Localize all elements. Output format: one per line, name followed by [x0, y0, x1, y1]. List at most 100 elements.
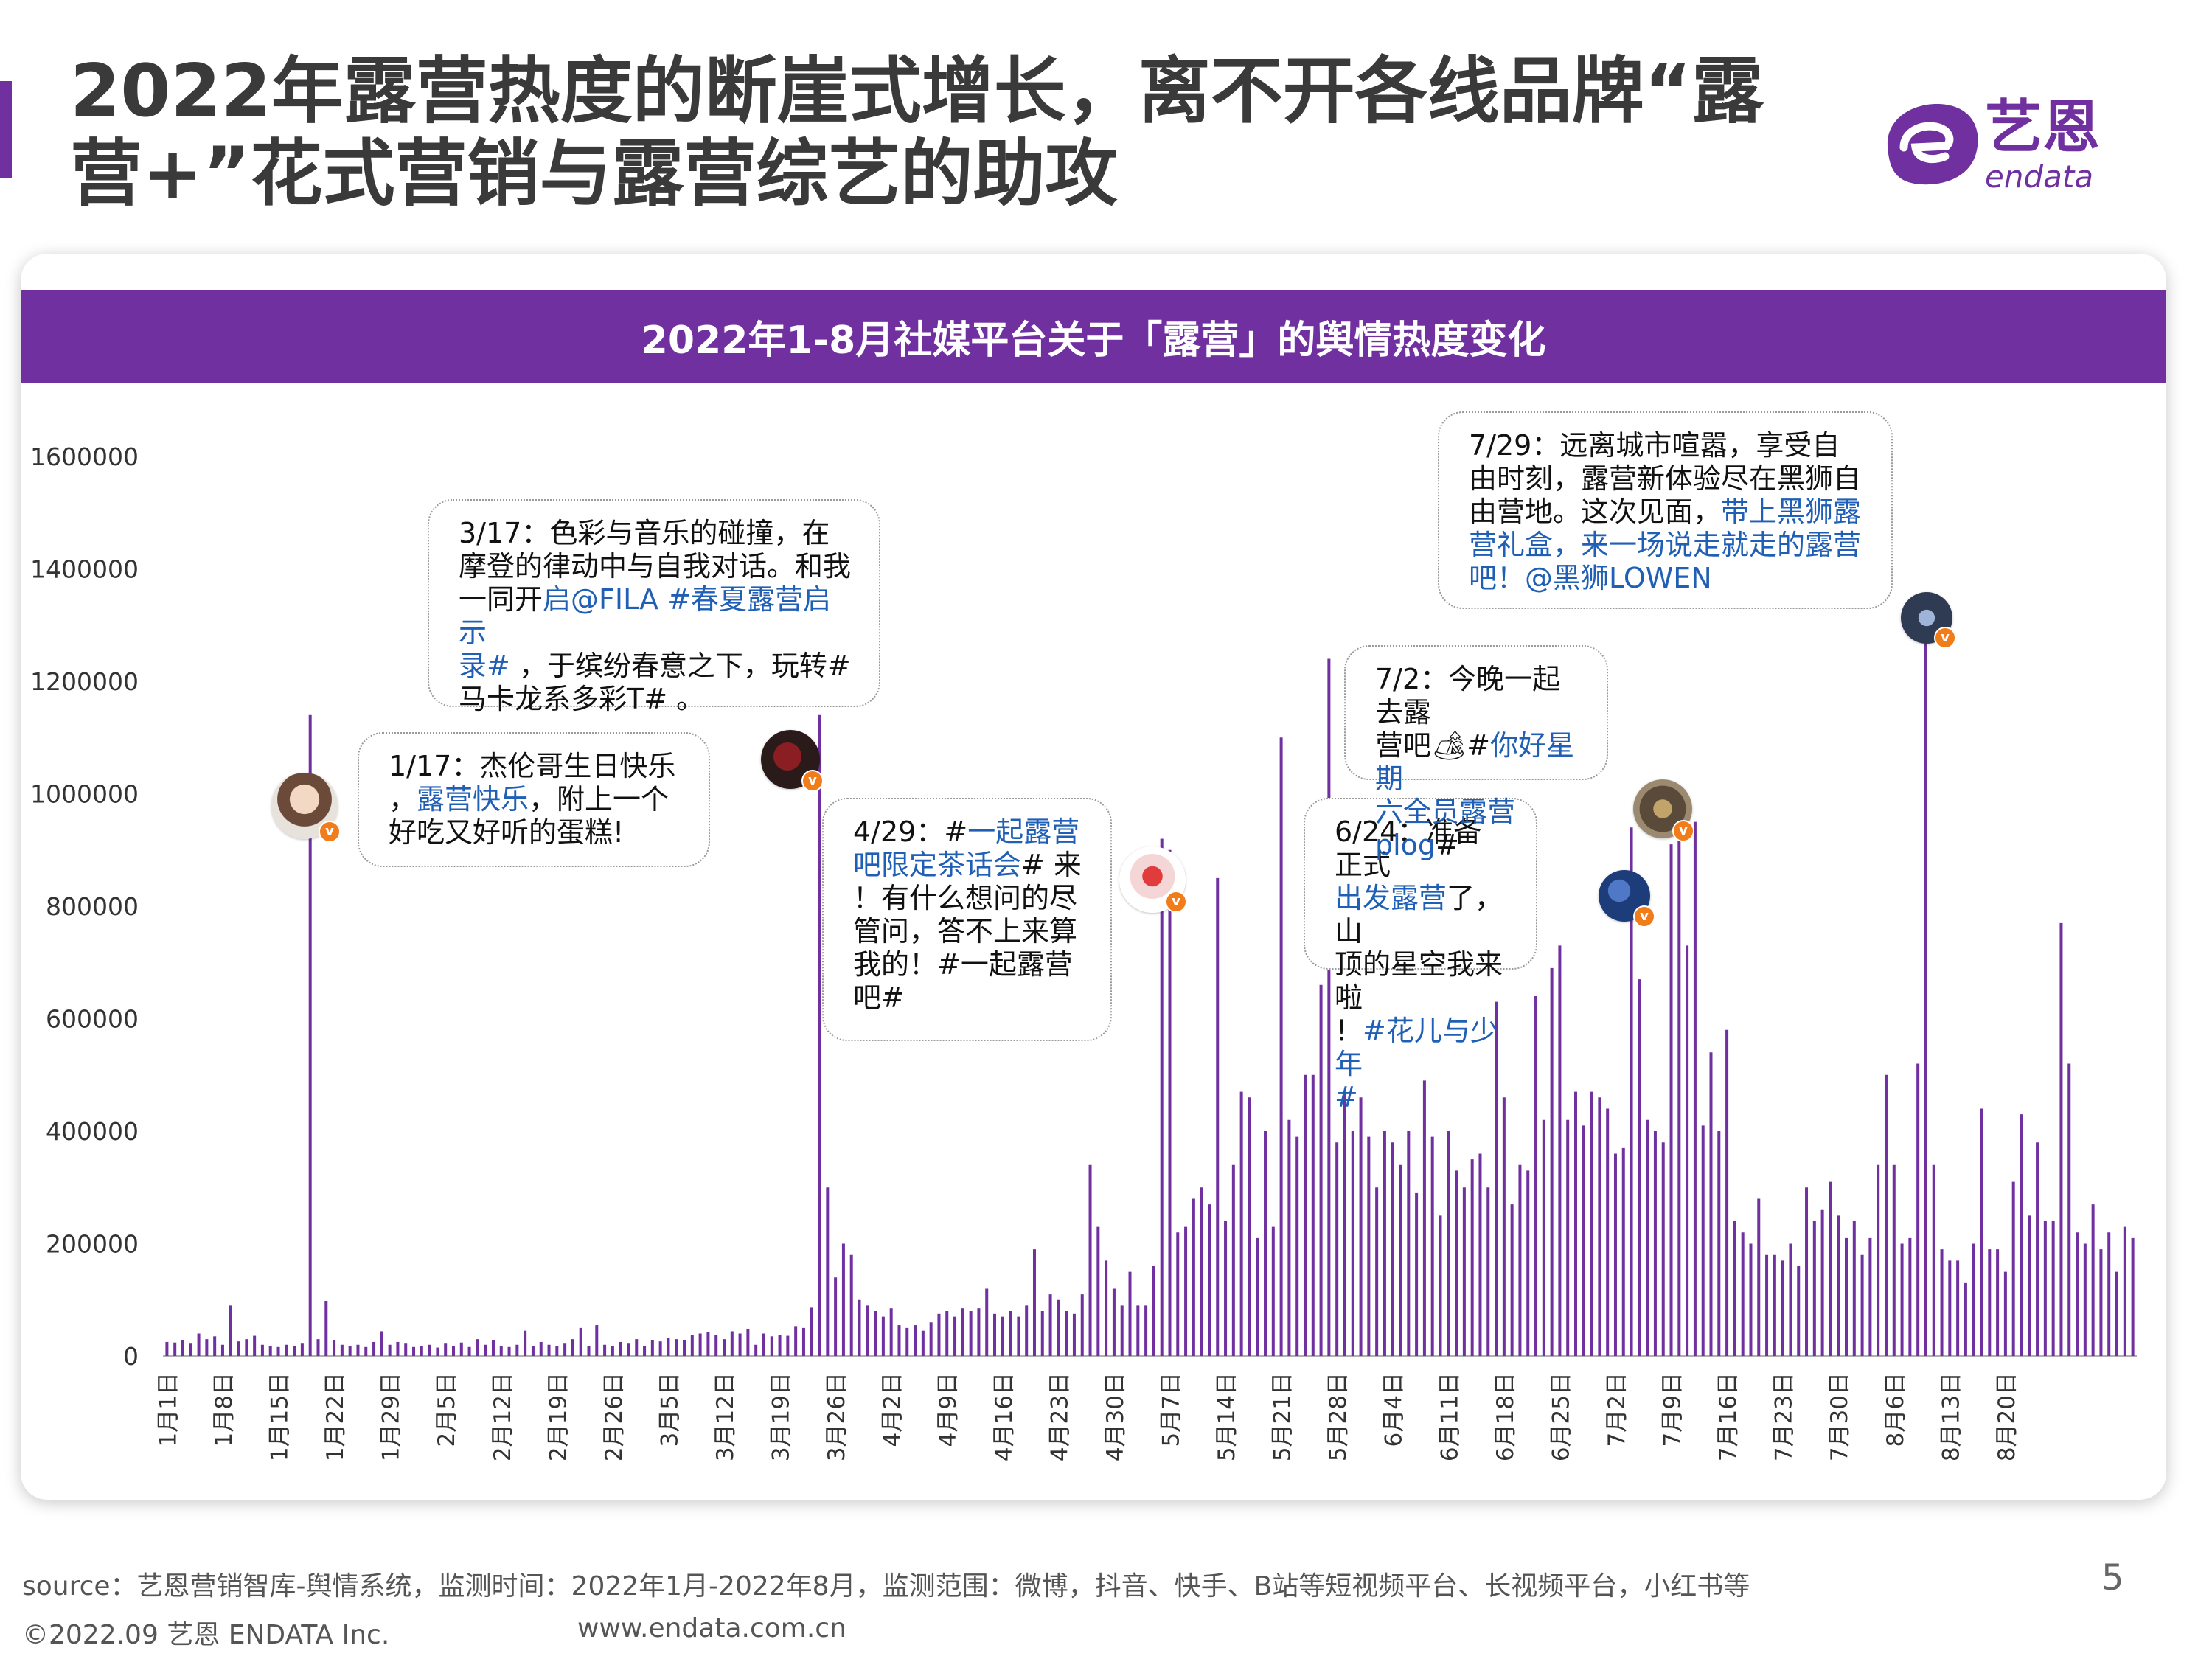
x-tick-label: 4月2日	[880, 1372, 906, 1447]
bar	[778, 1335, 782, 1356]
annotation-text: 顶的星空我来啦	[1335, 948, 1503, 1014]
bar	[587, 1346, 591, 1356]
heat-bar-chart: 0 200000 400000 600000 800000 1000000 1200000 1…	[30, 442, 2137, 1461]
bar	[1248, 1097, 1251, 1356]
bar	[1518, 1164, 1522, 1356]
bar	[1717, 1131, 1721, 1356]
bar	[683, 1340, 686, 1356]
x-tick-label: 2月26日	[601, 1372, 627, 1461]
bar	[1105, 1260, 1108, 1357]
bar	[1295, 1136, 1299, 1357]
annotation-text: 马卡龙系多彩T# 。	[459, 683, 705, 715]
bar	[1192, 1198, 1195, 1356]
bar	[1025, 1305, 1029, 1357]
bar	[1072, 1313, 1076, 1356]
x-tick-label: 7月9日	[1660, 1372, 1686, 1447]
bar	[1176, 1232, 1180, 1356]
bar	[189, 1343, 192, 1356]
bar	[1677, 838, 1681, 1356]
bar	[1621, 1147, 1625, 1357]
bar	[1447, 1131, 1450, 1356]
bar	[476, 1339, 479, 1357]
bar	[2091, 1204, 2095, 1357]
bar	[1757, 1198, 1761, 1356]
logo-en-text: endata	[1985, 159, 2094, 195]
x-tick-label: 1月8日	[211, 1372, 237, 1447]
footer-copyright: ©2022.09 艺恩 ENDATA Inc.	[22, 1620, 390, 1650]
annotation-text: 7/29：远离城市喧嚣，享受自	[1469, 429, 1840, 462]
bar	[2043, 1221, 2047, 1356]
bar	[308, 714, 312, 1356]
bar	[1964, 1282, 1967, 1357]
annotation-text: 3/17：色彩与音乐的碰撞，在	[459, 517, 830, 549]
annotation-text: 7/2：今晚一起去露	[1375, 663, 1561, 728]
bar	[2115, 1271, 2119, 1357]
bar	[2059, 922, 2063, 1357]
bar	[285, 1344, 288, 1356]
bar	[1128, 1271, 1132, 1357]
verified-badge-icon: v	[1672, 820, 1694, 842]
bar	[2036, 1142, 2039, 1356]
bar	[1279, 737, 1283, 1356]
bar	[1057, 1299, 1060, 1356]
x-tick-label: 6月25日	[1548, 1372, 1574, 1461]
bar	[1152, 1266, 1155, 1356]
bar	[1439, 1215, 1442, 1357]
bar	[1096, 1226, 1100, 1357]
bar	[1884, 1074, 1888, 1356]
bar	[897, 1325, 901, 1356]
bar	[1661, 1142, 1665, 1356]
logo-cn-text: 艺恩	[1985, 94, 2101, 161]
annotation-text: 营吧🏕#	[1375, 729, 1491, 762]
bar	[451, 1346, 455, 1356]
x-tick-label: 5月21日	[1270, 1372, 1296, 1461]
bar	[826, 1187, 830, 1356]
bar	[1422, 1080, 1426, 1357]
bar	[611, 1346, 614, 1356]
x-tick-label: 5月28日	[1325, 1372, 1352, 1461]
bar	[229, 1305, 232, 1357]
bar	[1820, 1209, 1824, 1356]
bar	[1812, 1221, 1816, 1356]
annotation-text: ！	[1335, 1015, 1363, 1047]
bar	[1065, 1311, 1068, 1356]
bar	[1877, 1164, 1880, 1356]
bar	[667, 1338, 670, 1356]
y-tick-label: 1600000	[30, 442, 139, 471]
bar	[730, 1331, 734, 1356]
bar	[1462, 1187, 1466, 1356]
bar	[1781, 1260, 1784, 1357]
bar	[412, 1346, 416, 1356]
x-tick-label: 6月11日	[1436, 1372, 1463, 1461]
x-tick-label: 2月19日	[545, 1372, 571, 1461]
bar	[1287, 1119, 1291, 1356]
bar	[698, 1333, 702, 1356]
annotation-bubble-0317: 3/17：色彩与音乐的碰撞，在 摩登的律动中与自我对话。和我 一同开启@FILA #…	[428, 499, 880, 715]
bar	[2076, 1232, 2079, 1356]
y-tick-label: 0	[123, 1342, 139, 1371]
bar	[1558, 945, 1562, 1357]
x-tick-label: 1月1日	[155, 1372, 181, 1447]
x-tick-label: 3月5日	[656, 1372, 683, 1447]
bar	[881, 1316, 885, 1357]
bar	[1040, 1311, 1044, 1356]
x-tick-label: 7月23日	[1771, 1372, 1798, 1461]
bar	[1231, 1164, 1235, 1356]
bar	[1749, 1243, 1753, 1356]
bar	[1017, 1316, 1020, 1357]
bar	[1598, 1097, 1601, 1356]
bar	[1216, 877, 1220, 1357]
bar	[1956, 1260, 1960, 1357]
verified-badge-icon: v	[1934, 627, 1956, 649]
bar	[1725, 1029, 1729, 1356]
x-tick-label: 4月23日	[1046, 1372, 1073, 1461]
bar	[220, 1344, 224, 1356]
x-tick-label: 1月29日	[378, 1372, 405, 1461]
verified-badge-icon: v	[319, 821, 341, 843]
bar	[1271, 1226, 1275, 1357]
x-tick-label: 7月30日	[1826, 1372, 1853, 1461]
bar	[858, 1299, 861, 1356]
bar	[770, 1336, 773, 1356]
annotation-text: ，	[389, 783, 417, 815]
